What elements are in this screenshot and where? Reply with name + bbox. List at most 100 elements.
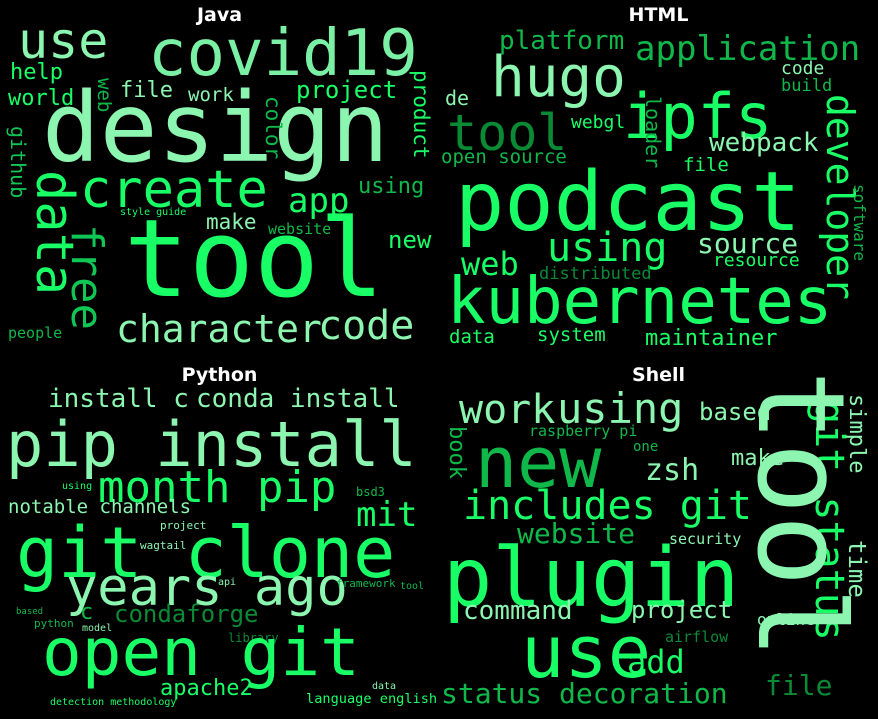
word: detection methodology [50,697,177,708]
word: based [699,398,772,426]
word: model [82,623,113,634]
word: application [635,29,861,69]
wordcloud-panel-shell: Shell work using based git status simple… [439,360,878,719]
word: webpack [709,128,819,158]
word: using [62,481,93,492]
word: month pip [98,462,337,513]
word: status decoration [441,677,728,710]
word: platform [499,26,625,56]
wordcloud-panel-html: HTML platform application hugo code buil… [439,0,878,359]
word: language english [306,690,438,707]
word: make [731,446,784,471]
panel-title: Python [181,364,258,386]
word: software [850,184,869,262]
word: build [781,76,833,96]
word: covid19 [148,17,418,91]
word: data [372,681,397,692]
word: plugin [443,531,740,626]
word: webgl [571,112,626,133]
word: style guide [120,207,187,218]
word: podcast [455,155,801,250]
word: web [461,245,519,283]
word: condaforge [114,600,259,628]
word: hugo [491,45,626,110]
word: work [188,84,234,106]
word: developer [818,94,862,300]
word: product [409,70,433,159]
word: use [521,610,652,694]
word: help [10,60,63,85]
word: open git [42,614,360,691]
word: create [80,160,268,220]
word: using [358,174,425,199]
word: python [34,617,74,630]
word: website [517,517,636,550]
word: file [683,154,729,176]
word: one [633,439,659,455]
panel-title: Shell [631,364,686,386]
word: data [449,326,495,348]
word: api [218,577,237,588]
word: zsh [645,453,700,488]
word: git clone [16,512,396,594]
word: project [631,596,733,624]
word: design [42,72,389,184]
word: bsd3 [356,485,385,499]
word: web [93,78,115,113]
word: free [61,224,112,330]
word: website [268,220,332,238]
panel-title: HTML [628,4,689,26]
word: security [669,530,742,548]
word: simple [844,394,869,474]
word: people [8,324,63,342]
word: framework [336,577,396,590]
word: using [547,225,668,271]
word: use [18,12,109,70]
word: add [627,643,685,681]
word: notable channels [8,496,192,518]
word: character [116,307,322,351]
word: install c [48,384,189,414]
word: command [463,596,573,626]
wordcloud-panel-python: Python install c conda install pip insta… [0,360,439,719]
word: book [444,426,469,479]
word: conda install [196,384,400,414]
word: airflow [665,628,729,646]
word: includes git [463,483,752,529]
word: maintainer [645,326,778,351]
word: project [160,519,207,532]
word: data [24,170,84,296]
word: github [6,126,30,199]
word: raspberry pi [529,422,638,440]
word: tool [730,370,869,659]
word: code [781,58,825,79]
word: tool [124,197,385,322]
word: using [557,384,684,433]
word: world [8,86,75,111]
word: ipfs [623,80,773,153]
word: c [80,600,94,625]
word: library [228,631,279,645]
word: source [697,227,799,260]
word: resource [713,250,800,271]
word: new [475,422,602,504]
word: app [288,181,350,221]
word: work [459,387,556,433]
word: mit [356,495,418,535]
word: tool [447,104,568,162]
word: distributed [539,264,652,284]
word: new [388,226,432,254]
word: kubernetes [447,265,833,339]
word: loader [641,96,665,169]
panel-title: Java [196,4,243,26]
word: wagtail [140,539,187,552]
word: de [445,86,470,110]
word: file [120,78,173,103]
word: tool [400,581,425,592]
word: based [16,607,44,617]
word: git status [806,400,852,641]
word: color [261,96,285,160]
wordcloud-panel-java: Java use covid19 design help world web f… [0,0,439,359]
word: file [765,669,833,702]
word: make [206,210,257,234]
